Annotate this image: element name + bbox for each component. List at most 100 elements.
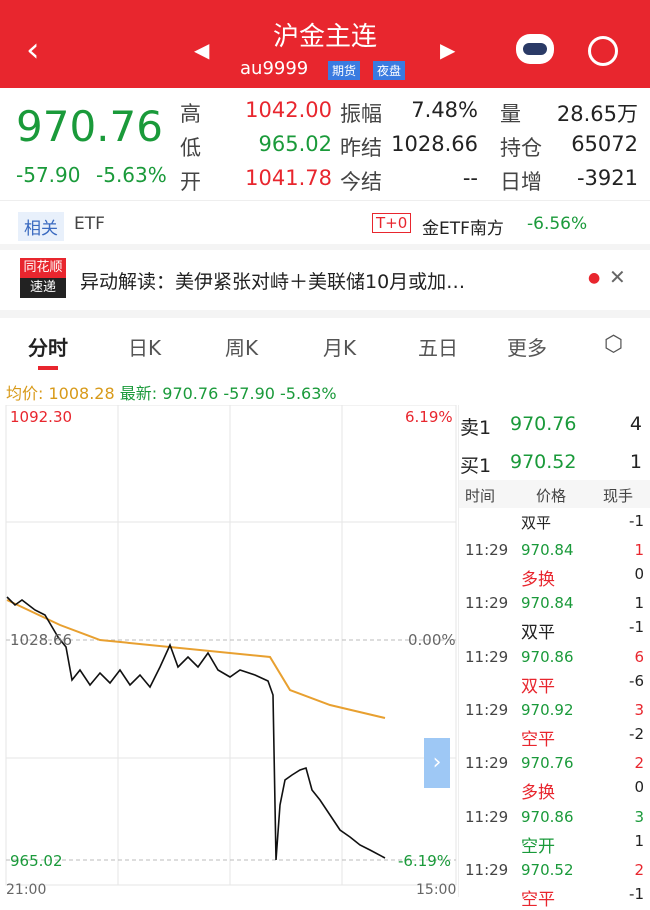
time-end: 15:00 (416, 882, 457, 898)
stat-label: 量 (500, 102, 521, 126)
trade-hand2: 0 (634, 778, 644, 797)
trade-hand2: 0 (634, 565, 644, 583)
axis-top-pct: 6.19% (405, 408, 453, 426)
change: -57.90 (16, 163, 81, 187)
tab-indicator (38, 366, 58, 370)
divider (0, 244, 650, 250)
trade-kind: 空平 (521, 889, 555, 910)
average-line (6, 599, 386, 719)
stat-value: 1041.78 (245, 166, 332, 190)
stat-label: 今结 (340, 170, 382, 194)
settings-icon[interactable]: ⬡ (604, 332, 624, 357)
divider (0, 310, 650, 318)
trade-kind: 空平 (521, 729, 555, 750)
badge-top: 同花顺 (20, 258, 66, 278)
stat-value: 965.02 (258, 132, 332, 156)
tag: 期货 (328, 61, 361, 80)
chart-grid (5, 405, 457, 886)
stat-label: 开 (180, 170, 201, 194)
trade-hand2: -2 (629, 724, 644, 743)
trades-header-bg (459, 480, 650, 508)
trade-kind: 双平 (521, 676, 555, 697)
tab[interactable]: 月K (323, 336, 357, 360)
trade-hand: 6 (634, 647, 644, 666)
axis-top: 1092.30 (10, 408, 73, 426)
stat-value: 28.65万 (556, 102, 638, 126)
badge-bottom: 速递 (29, 280, 56, 295)
buy-label: 买1 (460, 455, 492, 477)
trades-header: 现手 (603, 487, 634, 505)
trade-hand: 1 (634, 541, 644, 559)
title: 沪金主连 (272, 22, 377, 52)
etf-pct: -6.56% (527, 214, 588, 234)
last-label: 最新: (119, 384, 158, 403)
trade-hand2: -1 (629, 884, 644, 903)
sell-qty: 4 (629, 413, 642, 435)
trade-time: 11:29 (465, 541, 509, 559)
close-button[interactable]: ✕ (609, 265, 626, 289)
trade-time: 11:29 (465, 754, 509, 773)
last: 970.76 (162, 384, 219, 403)
etf-name: 金ETF南方 (422, 219, 504, 239)
trade-time: 11:29 (465, 594, 509, 613)
trade-hand: 1 (634, 594, 644, 613)
back-button[interactable]: ‹ (26, 30, 40, 70)
news-text[interactable]: 异动解读：美伊紧张对峙＋美联储10月或加… (80, 271, 466, 293)
axis-mid: 1028.66 (10, 631, 73, 649)
trade-hand2: 1 (634, 831, 644, 850)
stat-label: 持仓 (500, 136, 542, 160)
trade-hand: 2 (634, 860, 644, 879)
tab[interactable]: 周K (225, 336, 259, 360)
trades-header: 价格 (536, 487, 567, 505)
trade-kind: 双平 (521, 514, 552, 532)
tab[interactable]: 日K (128, 336, 162, 360)
trade-time: 11:29 (465, 807, 509, 826)
trade-hand: -1 (629, 512, 644, 530)
etf-tag: 相关 (18, 212, 64, 241)
tag: 夜盘 (373, 61, 406, 80)
code: au9999 (240, 58, 309, 79)
info-pct: -5.63% (280, 384, 337, 403)
tab[interactable]: 更多 (507, 336, 547, 360)
change-pct: -5.63% (96, 163, 167, 187)
expand-button[interactable]: › (424, 738, 450, 788)
trade-price: 970.86 (521, 807, 574, 826)
trade-price: 970.52 (521, 860, 574, 879)
info-change: -57.90 (223, 384, 275, 403)
search-icon[interactable] (588, 36, 618, 66)
trade-price: 970.86 (521, 647, 574, 666)
axis-mid-pct: 0.00% (408, 631, 456, 649)
robot-icon[interactable] (516, 34, 554, 64)
trade-price: 970.84 (521, 594, 574, 613)
trade-price: 970.76 (521, 754, 574, 773)
buy-qty: 1 (629, 451, 642, 473)
trade-kind: 多换 (521, 783, 555, 804)
time-start: 21:00 (6, 882, 47, 898)
trade-kind: 多换 (521, 570, 555, 590)
stat-value: 1028.66 (391, 132, 478, 156)
tab[interactable]: 分时 (28, 336, 68, 360)
intraday-chart (5, 405, 457, 886)
stat-label: 低 (180, 136, 201, 160)
trade-hand: 2 (634, 754, 644, 773)
axis-bottom-pct: -6.19% (398, 852, 452, 870)
prev-arrow[interactable]: ◀ (194, 38, 210, 62)
trade-price: 970.92 (521, 700, 574, 719)
stat-value: -3921 (576, 166, 638, 190)
news-badge: 同花顺 速递 (20, 258, 66, 298)
stat-value: -- (462, 166, 478, 190)
trade-hand2: -6 (629, 671, 644, 690)
trade-price: 970.84 (521, 541, 574, 559)
next-arrow[interactable]: ▶ (440, 38, 456, 62)
trades-header: 时间 (465, 487, 496, 505)
trade-time: 11:29 (465, 700, 509, 719)
price-line (6, 596, 386, 861)
info-line: 均价: 1008.28 最新: 970.76 -57.90 -5.63% (6, 380, 337, 404)
stat-label: 振幅 (340, 102, 382, 126)
trade-hand: 3 (634, 700, 644, 719)
divider (0, 200, 650, 201)
trade-kind: 空开 (521, 836, 555, 857)
tab[interactable]: 五日 (418, 336, 458, 360)
etf-label: ETF (74, 214, 105, 234)
